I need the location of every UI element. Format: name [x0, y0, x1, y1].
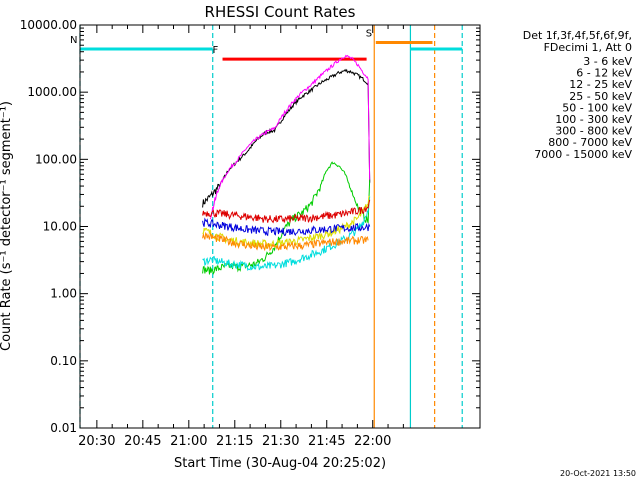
legend-header-line2: FDecimi 1, Att 0	[544, 41, 632, 54]
series-line-3	[202, 196, 371, 271]
flag-label-N: N	[70, 35, 77, 46]
x-axis-label: Start Time (30-Aug-04 20:25:02)	[174, 456, 386, 471]
series-line-6	[202, 217, 371, 237]
legend-entry-6: 300 - 800 keV	[555, 125, 632, 138]
x-tick-label-3: 21:15	[216, 434, 253, 449]
y-tick-label-1: 0.10	[50, 354, 77, 368]
legend: Det 1f,3f,4f,5f,6f,9f, FDecimi 1, Att 0 …	[523, 29, 633, 161]
series-line-5	[202, 199, 371, 224]
y-tick-label-5: 1000.00	[27, 85, 77, 99]
x-tick-label-0: 20:30	[78, 434, 115, 449]
legend-header-line1: Det 1f,3f,4f,5f,6f,9f,	[523, 29, 632, 42]
legend-entry-3: 25 - 50 keV	[569, 90, 632, 103]
y-tick-label-3: 10.00	[43, 220, 77, 234]
series-lines	[202, 54, 371, 275]
y-tick-label-6: 10000.00	[20, 18, 77, 32]
legend-entry-0: 3 - 6 keV	[583, 55, 632, 68]
chart-title: RHESSI Count Rates	[205, 3, 356, 21]
x-tick-label-4: 21:30	[262, 434, 299, 449]
x-axis: 20:30 20:45 21:00 21:15 21:30 21:45 22:00	[78, 25, 404, 449]
legend-entry-2: 12 - 25 keV	[569, 78, 632, 91]
legend-entry-1: 6 - 12 keV	[576, 67, 632, 80]
y-axis: 0.01 0.10 1.00 10.00 100.00 1000.00 10000.00	[20, 18, 480, 435]
series-line-7	[202, 231, 369, 252]
y-tick-label-0: 0.01	[50, 421, 77, 435]
legend-entry-7: 800 - 7000 keV	[548, 136, 632, 149]
series-line-0	[202, 68, 371, 208]
x-tick-label-5: 21:45	[308, 434, 345, 449]
legend-entry-5: 100 - 300 keV	[555, 113, 632, 126]
x-tick-label-6: 22:00	[354, 434, 391, 449]
x-tick-label-2: 21:00	[170, 434, 207, 449]
y-tick-label-2: 1.00	[50, 287, 77, 301]
x-tick-label-1: 20:45	[124, 434, 161, 449]
legend-entry-8: 7000 - 15000 keV	[534, 148, 632, 161]
timestamp-label: 20-Oct-2021 13:50	[560, 469, 636, 478]
flag-bars: N F S	[70, 28, 463, 61]
flag-label-S: S	[366, 28, 372, 39]
series-line-1	[209, 54, 371, 220]
y-axis-label: Count Rate (s⁻¹ detector⁻¹ segment⁻¹)	[0, 101, 14, 351]
legend-entry-4: 50 - 100 keV	[562, 101, 632, 114]
y-tick-label-4: 100.00	[35, 152, 77, 166]
flag-label-F: F	[213, 45, 219, 56]
